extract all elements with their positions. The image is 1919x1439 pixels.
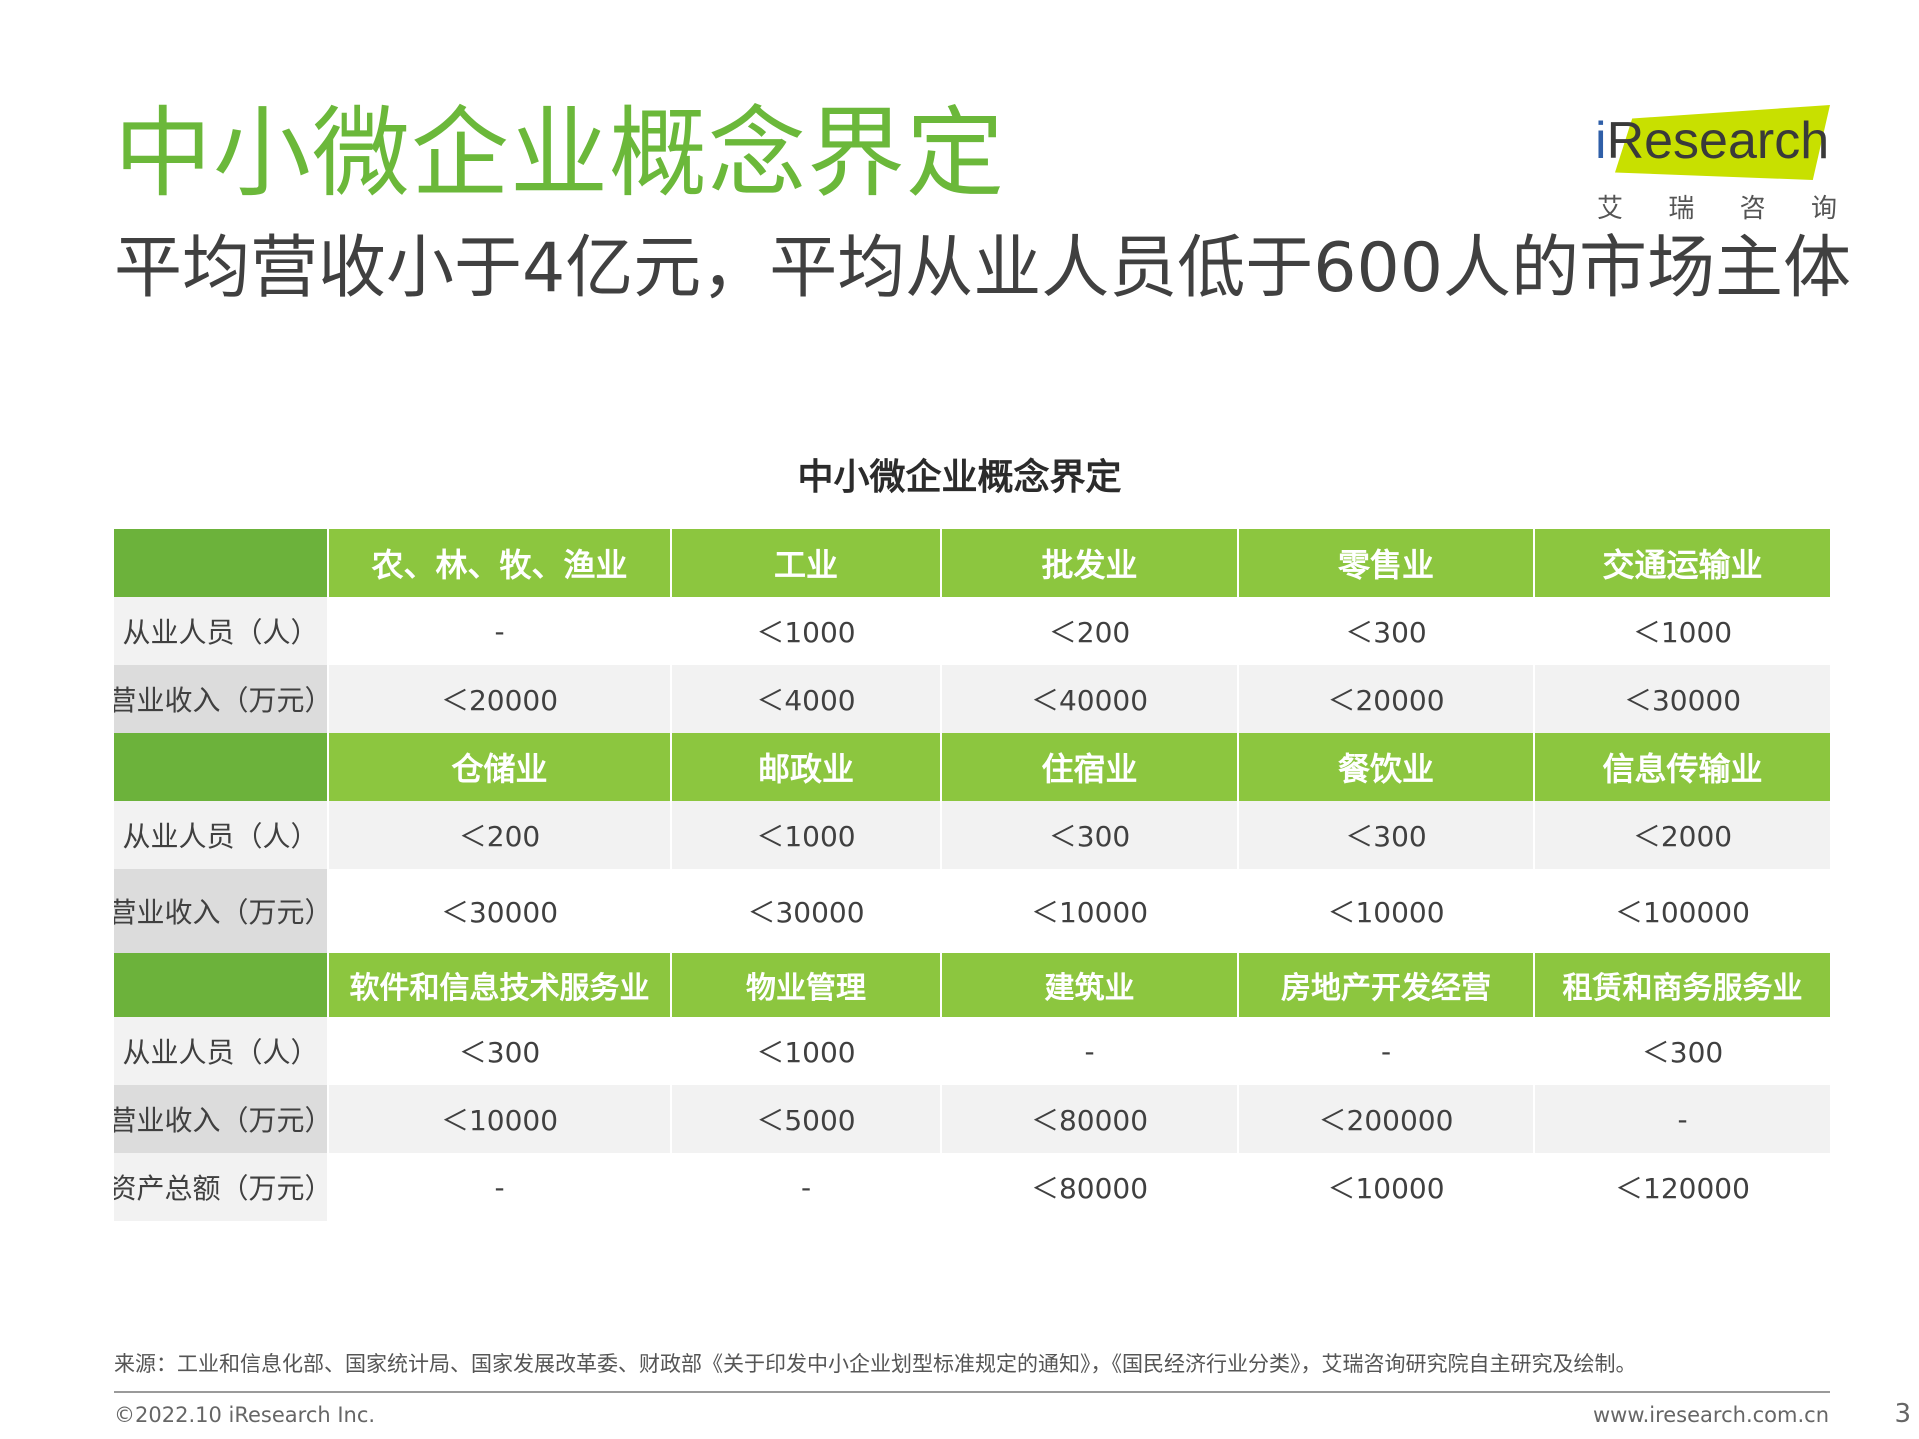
table-cell: ＜200 — [327, 801, 670, 869]
table-header-row: 农、林、牧、渔业 工业 批发业 零售业 交通运输业 — [114, 529, 1830, 597]
table-cell: ＜20000 — [1237, 665, 1533, 733]
industry-header: 信息传输业 — [1533, 733, 1830, 801]
table-cell: ＜40000 — [940, 665, 1237, 733]
industry-header: 住宿业 — [940, 733, 1237, 801]
table-cell: ＜20000 — [327, 665, 670, 733]
table-title: 中小微企业概念界定 — [797, 457, 1122, 498]
table-cell: ＜10000 — [1237, 869, 1533, 953]
table-row: 从业人员（人） ＜300 ＜1000 - - ＜300 — [114, 1017, 1830, 1085]
industry-header: 房地产开发经营 — [1237, 953, 1533, 1017]
table-cell: ＜10000 — [1237, 1153, 1533, 1221]
table-cell: ＜200 — [940, 597, 1237, 665]
table-cell: ＜80000 — [940, 1153, 1237, 1221]
row-label: 营业收入（万元） — [114, 1085, 327, 1153]
header-corner — [114, 733, 327, 801]
table-cell: - — [940, 1017, 1237, 1085]
row-label: 资产总额（万元） — [114, 1153, 327, 1221]
industry-header: 农、林、牧、渔业 — [327, 529, 670, 597]
industry-header: 交通运输业 — [1533, 529, 1830, 597]
page-number: 3 — [1894, 1399, 1911, 1429]
logo-wordmark: iResearch — [1595, 112, 1830, 170]
table-cell: ＜200000 — [1237, 1085, 1533, 1153]
industry-header: 软件和信息技术服务业 — [327, 953, 670, 1017]
table-cell: ＜1000 — [1533, 597, 1830, 665]
row-label: 营业收入（万元） — [114, 665, 327, 733]
table-row: 从业人员（人） ＜200 ＜1000 ＜300 ＜300 ＜2000 — [114, 801, 1830, 869]
table-cell: ＜30000 — [670, 869, 940, 953]
table-row: 营业收入（万元） ＜20000 ＜4000 ＜40000 ＜20000 ＜300… — [114, 665, 1830, 733]
industry-header: 批发业 — [940, 529, 1237, 597]
table-row: 从业人员（人） - ＜1000 ＜200 ＜300 ＜1000 — [114, 597, 1830, 665]
table-cell: ＜1000 — [670, 1017, 940, 1085]
table-row: 营业收入（万元） ＜30000 ＜30000 ＜10000 ＜10000 ＜10… — [114, 869, 1830, 953]
row-label: 营业收入（万元） — [114, 869, 327, 953]
header-corner — [114, 953, 327, 1017]
table-cell: ＜120000 — [1533, 1153, 1830, 1221]
table-cell: - — [670, 1153, 940, 1221]
table-header-row: 仓储业 邮政业 住宿业 餐饮业 信息传输业 — [114, 733, 1830, 801]
table-cell: ＜4000 — [670, 665, 940, 733]
table-row: 资产总额（万元） - - ＜80000 ＜10000 ＜120000 — [114, 1153, 1830, 1221]
table-cell: - — [1533, 1085, 1830, 1153]
table-row: 营业收入（万元） ＜10000 ＜5000 ＜80000 ＜200000 - — [114, 1085, 1830, 1153]
table-cell: ＜80000 — [940, 1085, 1237, 1153]
table-cell: ＜1000 — [670, 597, 940, 665]
table-cell: ＜30000 — [327, 869, 670, 953]
table-cell: ＜5000 — [670, 1085, 940, 1153]
table-cell: ＜10000 — [327, 1085, 670, 1153]
table-cell: - — [327, 597, 670, 665]
source-note: 来源：工业和信息化部、国家统计局、国家发展改革委、财政部《关于印发中小企业划型标… — [114, 1352, 1637, 1376]
industry-header: 工业 — [670, 529, 940, 597]
row-label: 从业人员（人） — [114, 801, 327, 869]
table-cell: ＜1000 — [670, 801, 940, 869]
industry-header: 租赁和商务服务业 — [1533, 953, 1830, 1017]
industry-header: 邮政业 — [670, 733, 940, 801]
website-url: www.iresearch.com.cn — [1592, 1403, 1829, 1427]
page-title: 中小微企业概念界定 — [114, 97, 1006, 211]
table-cell: ＜100000 — [1533, 869, 1830, 953]
table-cell: - — [1237, 1017, 1533, 1085]
row-label: 从业人员（人） — [114, 1017, 327, 1085]
logo-chinese-name: 艾瑞咨询 — [1597, 194, 1837, 224]
industry-header: 餐饮业 — [1237, 733, 1533, 801]
industry-header: 物业管理 — [670, 953, 940, 1017]
logo-band — [1615, 105, 1830, 180]
page-subtitle: 平均营收小于4亿元，平均从业人员低于600人的市场主体 — [114, 229, 1852, 308]
industry-header: 仓储业 — [327, 733, 670, 801]
iresearch-logo: iResearch 艾瑞咨询 — [1595, 100, 1837, 225]
table-cell: ＜300 — [940, 801, 1237, 869]
table-cell: ＜300 — [327, 1017, 670, 1085]
table-cell: ＜300 — [1237, 801, 1533, 869]
table-cell: ＜10000 — [940, 869, 1237, 953]
header-corner — [114, 529, 327, 597]
definition-table: 农、林、牧、渔业 工业 批发业 零售业 交通运输业 从业人员（人） - ＜100… — [114, 529, 1830, 1221]
table-cell: ＜300 — [1533, 1017, 1830, 1085]
industry-header: 零售业 — [1237, 529, 1533, 597]
footer-divider — [114, 1391, 1830, 1393]
industry-header: 建筑业 — [940, 953, 1237, 1017]
table-cell: ＜30000 — [1533, 665, 1830, 733]
table-header-row: 软件和信息技术服务业 物业管理 建筑业 房地产开发经营 租赁和商务服务业 — [114, 953, 1830, 1017]
row-label: 从业人员（人） — [114, 597, 327, 665]
table-cell: ＜300 — [1237, 597, 1533, 665]
table-cell: - — [327, 1153, 670, 1221]
copyright: ©2022.10 iResearch Inc. — [114, 1403, 376, 1427]
table-cell: ＜2000 — [1533, 801, 1830, 869]
